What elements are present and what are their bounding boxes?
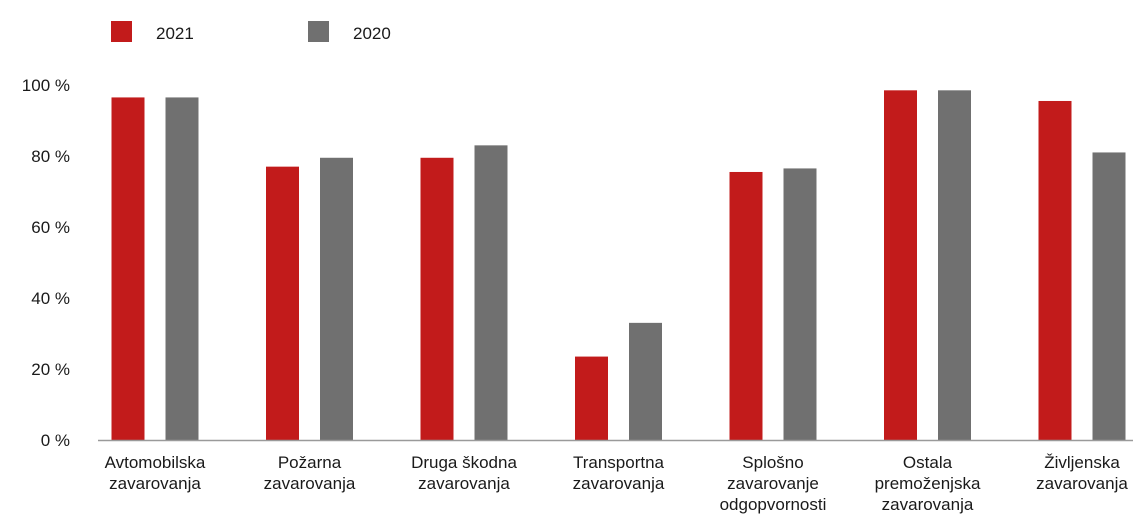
bar-2020-5 — [938, 90, 971, 440]
legend-swatch-2021 — [111, 20, 132, 42]
x-tick-label-line: zavarovanje — [727, 474, 819, 493]
x-tick-label-line: zavarovanja — [264, 474, 356, 493]
legend-swatch-2020 — [308, 20, 329, 42]
y-tick-label: 0 % — [41, 431, 70, 450]
bar-2021-1 — [266, 166, 299, 440]
x-tick-label-line: zavarovanja — [109, 474, 201, 493]
y-tick-label: 40 % — [31, 289, 70, 308]
bar-2020-4 — [783, 168, 817, 441]
x-tick-label: Avtomobilska zavarovanja — [105, 453, 206, 493]
x-tick-label: Druga škodna zavarovanja — [411, 453, 517, 493]
x-tick-label-line: Življenska — [1044, 453, 1120, 472]
y-tick-label: 100 % — [22, 76, 70, 95]
y-tick-label: 20 % — [31, 360, 70, 379]
x-tick-label-line: zavarovanja — [418, 474, 510, 493]
y-tick-label: 80 % — [31, 147, 70, 166]
bar-2021-4 — [729, 171, 763, 440]
x-tick-label-line: Avtomobilska — [105, 453, 206, 472]
x-tick-label: Požarna zavarovanja — [264, 453, 356, 493]
x-tick-label-line: premoženjska — [875, 474, 981, 493]
bar-2021-2 — [420, 157, 454, 440]
x-tick-label-line: odgopvornosti — [720, 495, 827, 514]
bar-2020-6 — [1092, 152, 1126, 440]
x-tick-label-line: Transportna — [573, 453, 665, 472]
legend-label-2020: 2020 — [353, 24, 391, 43]
x-tick-label: Ostala premoženjska zavarovanja — [875, 453, 981, 514]
x-tick-label-line: zavarovanja — [1036, 474, 1128, 493]
bar-2021-5 — [884, 90, 917, 440]
x-tick-label: Transportna zavarovanja — [573, 453, 665, 493]
legend-item-2021: 2021 — [111, 18, 194, 44]
x-tick-label-line: zavarovanja — [573, 474, 665, 493]
bar-2021-0 — [111, 97, 145, 441]
bar-2021-6 — [1038, 100, 1072, 440]
legend-item-2020: 2020 — [308, 18, 391, 44]
x-tick-label: Splošno zavarovanje odgopvornosti — [720, 453, 827, 514]
bar-2020-1 — [320, 157, 353, 440]
bar-2020-2 — [474, 145, 508, 440]
x-tick-label-line: Druga škodna — [411, 453, 517, 472]
bar-2020-0 — [165, 97, 199, 441]
y-tick-label: 60 % — [31, 218, 70, 237]
bar-2020-3 — [629, 322, 662, 440]
x-tick-label: Življenska zavarovanja — [1036, 453, 1128, 493]
x-tick-label-line: Požarna — [278, 453, 342, 472]
x-tick-label-line: zavarovanja — [882, 495, 974, 514]
x-tick-label-line: Splošno — [742, 453, 803, 472]
legend-label-2021: 2021 — [156, 24, 194, 43]
x-tick-label-line: Ostala — [903, 453, 953, 472]
bar-2021-3 — [575, 356, 608, 440]
